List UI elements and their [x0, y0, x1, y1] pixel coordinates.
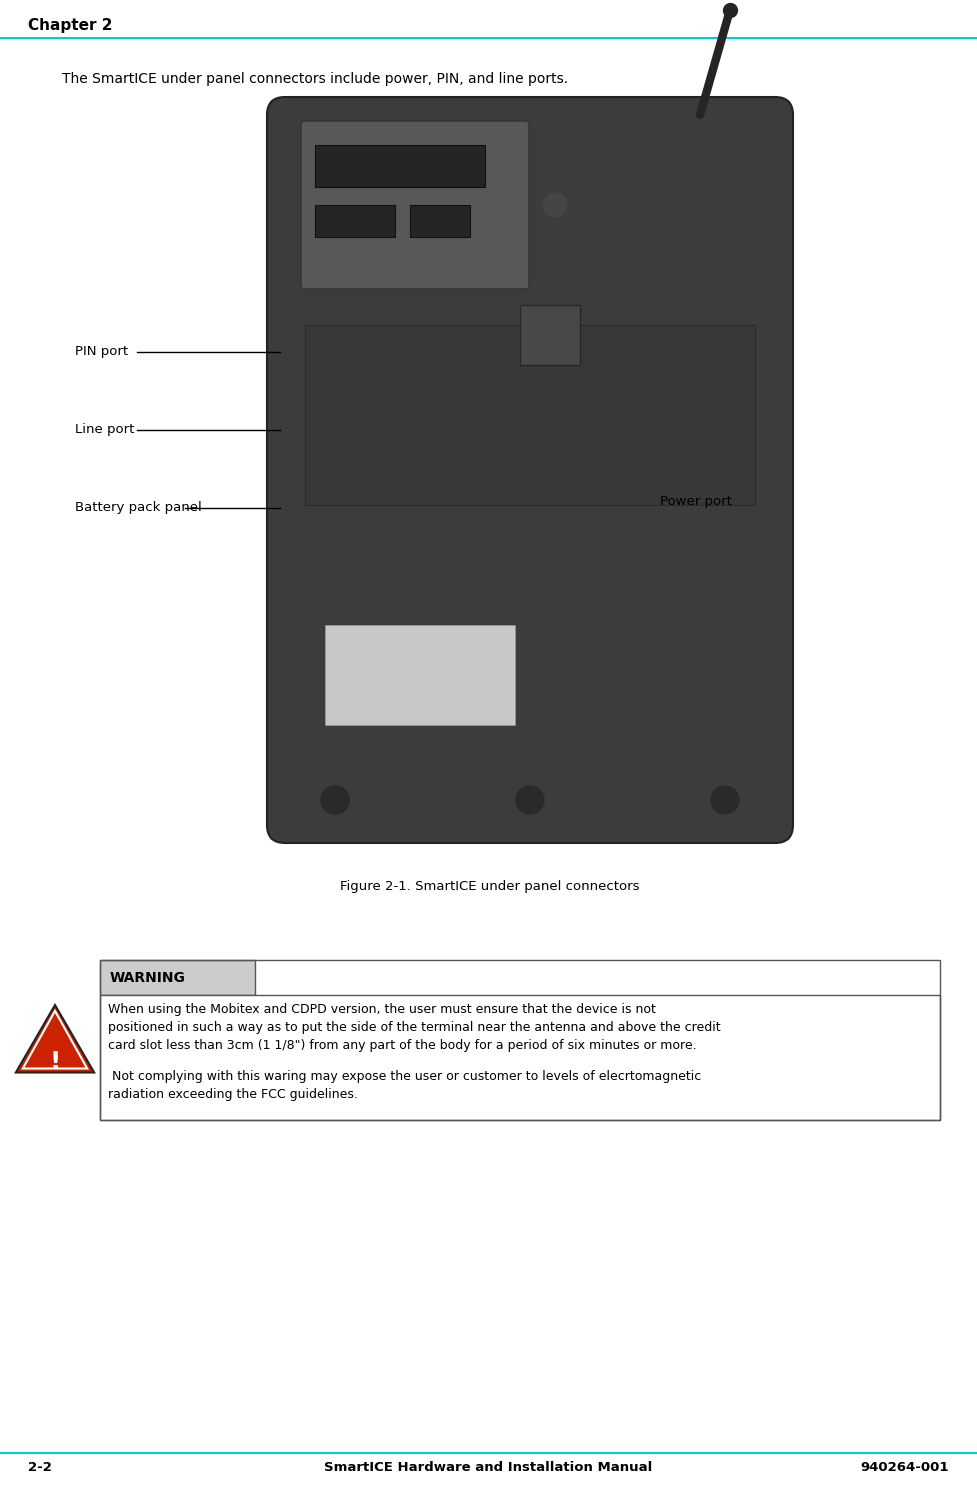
Circle shape	[711, 786, 739, 813]
Text: The SmartICE under panel connectors include power, PIN, and line ports.: The SmartICE under panel connectors incl…	[62, 72, 568, 87]
Text: Power port: Power port	[660, 495, 732, 508]
Polygon shape	[16, 1005, 94, 1072]
Bar	[305, 324, 755, 505]
Circle shape	[516, 786, 544, 813]
Bar	[100, 996, 940, 1120]
Text: WARNING: WARNING	[110, 970, 186, 985]
Text: 2-2: 2-2	[28, 1461, 52, 1474]
Circle shape	[543, 193, 567, 217]
Text: Battery pack panel: Battery pack panel	[75, 501, 201, 514]
Text: Figure 2-1. SmartICE under panel connectors: Figure 2-1. SmartICE under panel connect…	[340, 881, 640, 893]
Bar	[325, 625, 515, 725]
Bar	[100, 960, 940, 1120]
Text: SmartICE Hardware and Installation Manual: SmartICE Hardware and Installation Manua…	[324, 1461, 653, 1474]
FancyBboxPatch shape	[301, 121, 529, 289]
Bar	[315, 145, 485, 187]
Bar	[410, 205, 470, 238]
Bar	[315, 205, 395, 238]
Text: 940264-001: 940264-001	[861, 1461, 949, 1474]
Text: !: !	[49, 1049, 61, 1073]
FancyBboxPatch shape	[267, 97, 793, 843]
Text: When using the Mobitex and CDPD version, the user must ensure that the device is: When using the Mobitex and CDPD version,…	[108, 1003, 721, 1052]
Text: Line port: Line port	[75, 423, 135, 437]
Bar	[100, 960, 255, 996]
Bar	[520, 305, 580, 365]
Text: PIN port: PIN port	[75, 345, 128, 359]
Circle shape	[321, 786, 349, 813]
Text: Not complying with this waring may expose the user or customer to levels of elec: Not complying with this waring may expos…	[108, 1070, 701, 1100]
Bar	[270, 100, 790, 840]
Text: Chapter 2: Chapter 2	[28, 18, 112, 33]
